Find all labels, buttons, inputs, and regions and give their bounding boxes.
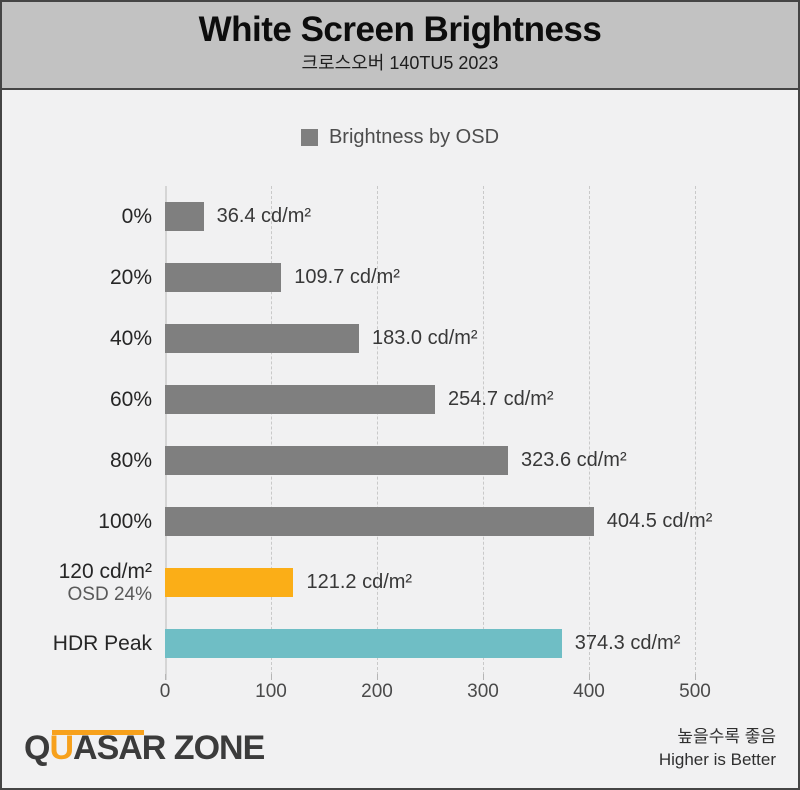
x-tick <box>695 674 696 680</box>
x-tick <box>271 674 272 680</box>
logo-letter-u: U <box>49 729 74 767</box>
x-tick <box>589 674 590 680</box>
value-label: 183.0 cd/m² <box>371 327 478 349</box>
bar-track: 254.7 cd/m² <box>165 385 798 414</box>
bar-rows: 0% 36.4 cd/m² 20% 109.7 cd/m² 40% 183.0 cd/m²… <box>2 186 798 674</box>
x-tick-label: 400 <box>573 681 605 702</box>
x-tick <box>165 674 166 680</box>
bar-row: 100% 404.5 cd/m² <box>2 491 798 552</box>
logo-letters-asar: ASAR <box>73 729 166 767</box>
quasarzone-logo: QUASAR ZONE <box>24 728 265 768</box>
footer: QUASAR ZONE 높을수록 좋음 Higher is Better <box>2 718 798 778</box>
bar <box>165 385 435 414</box>
bar-row: 120 cd/m² OSD 24% 121.2 cd/m² <box>2 552 798 613</box>
category-label: 120 cd/m² OSD 24% <box>2 560 165 606</box>
bar <box>165 629 562 658</box>
bar-chart: 0% 36.4 cd/m² 20% 109.7 cd/m² 40% 183.0 cd/m²… <box>2 186 798 706</box>
page-title: White Screen Brightness <box>198 10 602 49</box>
bar-row: 80% 323.6 cd/m² <box>2 430 798 491</box>
bar-track: 404.5 cd/m² <box>165 507 798 536</box>
gridline <box>695 186 696 680</box>
plot-grid <box>165 186 696 680</box>
gridline <box>271 186 272 680</box>
category-label: 20% <box>109 266 152 289</box>
logo-letter-q: Q <box>24 729 50 767</box>
x-tick <box>377 674 378 680</box>
category-label: 100% <box>98 510 152 533</box>
value-label: 404.5 cd/m² <box>606 510 713 532</box>
x-tick <box>483 674 484 680</box>
bar-track: 109.7 cd/m² <box>165 263 798 292</box>
x-tick-label: 300 <box>467 681 499 702</box>
value-label: 121.2 cd/m² <box>306 571 413 593</box>
category-label: 80% <box>109 449 152 472</box>
bar-row: 60% 254.7 cd/m² <box>2 369 798 430</box>
legend-swatch-icon <box>300 128 318 146</box>
bar-row: 20% 109.7 cd/m² <box>2 247 798 308</box>
category-label: 60% <box>109 388 152 411</box>
bar-row: 40% 183.0 cd/m² <box>2 308 798 369</box>
bar-track: 36.4 cd/m² <box>165 202 798 231</box>
header: White Screen Brightness 크로스오버 140TU5 202… <box>2 2 798 90</box>
category-label: 40% <box>109 327 152 350</box>
x-tick-label: 0 <box>159 681 171 702</box>
value-label: 109.7 cd/m² <box>294 266 400 288</box>
bar <box>165 263 282 292</box>
logo-word-zone: ZONE <box>165 729 265 767</box>
footer-note-ko: 높을수록 좋음 <box>677 727 776 746</box>
category-label: HDR Peak <box>52 632 152 655</box>
x-tick-label: 200 <box>361 681 393 702</box>
logo-overline <box>52 730 144 735</box>
bar-row: HDR Peak 374.3 cd/m² <box>2 613 798 674</box>
bar-track: 323.6 cd/m² <box>165 446 798 475</box>
bar-track: 121.2 cd/m² <box>165 568 798 597</box>
category-label: 0% <box>121 205 152 228</box>
category-sublabel: OSD 24% <box>67 583 152 605</box>
bar-row: 0% 36.4 cd/m² <box>2 186 798 247</box>
gridline <box>483 186 484 680</box>
footer-note: 높을수록 좋음 Higher is Better <box>659 725 776 771</box>
y-axis-line <box>165 186 167 680</box>
legend-label: Brightness by OSD <box>328 125 500 148</box>
x-axis: 0 100 200 300 400 500 <box>160 674 711 706</box>
value-label: 323.6 cd/m² <box>521 449 627 471</box>
bar-track: 183.0 cd/m² <box>165 324 798 353</box>
x-tick-label: 100 <box>255 681 287 702</box>
bar <box>165 446 509 475</box>
value-label: 374.3 cd/m² <box>574 632 681 654</box>
gridline <box>589 186 590 680</box>
footer-note-en: Higher is Better <box>658 750 776 769</box>
bar <box>165 324 359 353</box>
gridline <box>377 186 378 680</box>
bar <box>165 507 594 536</box>
page-subtitle: 크로스오버 140TU5 2023 <box>301 53 499 73</box>
bar <box>165 568 294 597</box>
bar-track: 374.3 cd/m² <box>165 629 798 658</box>
bar <box>165 202 204 231</box>
x-tick-label: 500 <box>679 681 711 702</box>
legend: Brightness by OSD <box>2 126 798 148</box>
value-label: 36.4 cd/m² <box>216 205 312 227</box>
value-label: 254.7 cd/m² <box>447 388 554 410</box>
